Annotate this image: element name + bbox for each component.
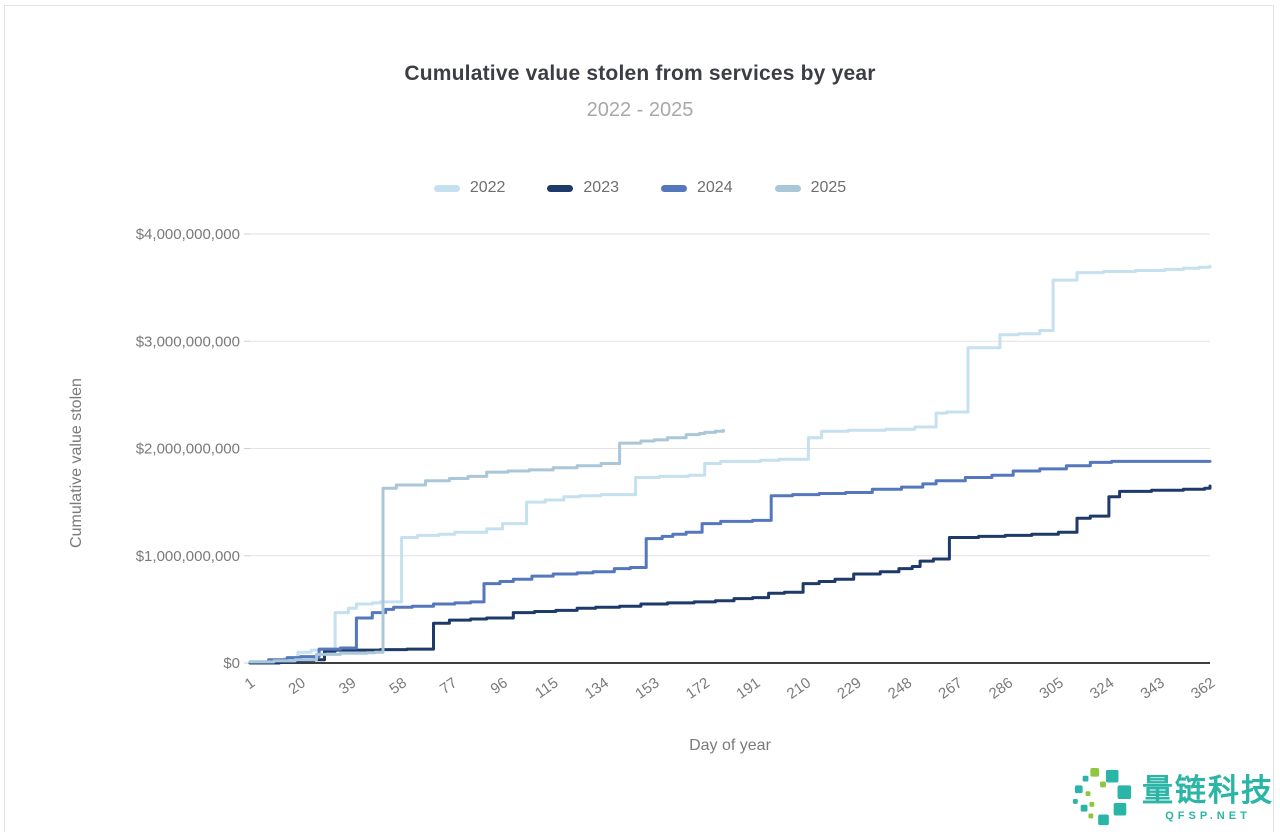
- chart-title: Cumulative value stolen from services by…: [404, 62, 876, 85]
- x-tick-label: 39: [336, 674, 359, 697]
- chart-subtitle: 2022 - 2025: [586, 99, 694, 121]
- legend-label: 2024: [697, 179, 733, 196]
- series-line-2022[interactable]: [248, 264, 1212, 665]
- x-tick-label: 229: [834, 674, 864, 702]
- x-tick-label: 286: [986, 674, 1016, 702]
- x-tick-label: 20: [285, 674, 308, 697]
- legend-item-2022[interactable]: 2022: [433, 179, 506, 197]
- x-tick-label: 58: [386, 674, 409, 697]
- legend-item-2024[interactable]: 2024: [661, 179, 733, 197]
- legend-swatch-2025: [774, 184, 801, 192]
- legend: 2022 2023 2024 2025: [0, 179, 1280, 197]
- legend-label: 2023: [583, 179, 619, 196]
- y-tick-label: $4,000,000,000: [136, 226, 240, 243]
- legend-item-2023[interactable]: 2023: [547, 179, 619, 197]
- watermark: 量链科技 QFSP.NET: [1071, 766, 1274, 830]
- x-tick-label: 191: [733, 674, 763, 702]
- legend-swatch-2023: [547, 184, 574, 192]
- x-tick-label: 134: [582, 674, 612, 702]
- x-tick-label: 267: [935, 674, 965, 702]
- brand-logo-icon: [1072, 767, 1132, 826]
- x-tick-label: 96: [488, 674, 511, 697]
- series-line-2025[interactable]: [248, 428, 725, 664]
- legend-label: 2025: [810, 179, 847, 196]
- y-axis-title: Cumulative value stolen: [68, 378, 85, 548]
- y-tick-label: $3,000,000,000: [136, 333, 240, 350]
- legend-item-2025[interactable]: 2025: [774, 179, 847, 197]
- legend-swatch-2022: [433, 184, 460, 192]
- x-tick-label: 153: [632, 674, 662, 702]
- x-tick-label: 248: [885, 674, 915, 702]
- x-tick-label: 210: [784, 674, 814, 702]
- y-tick-label: $0: [223, 655, 240, 672]
- series-line-2024[interactable]: [248, 459, 1212, 664]
- series-line-2023[interactable]: [248, 484, 1212, 665]
- x-tick-label: 343: [1138, 674, 1168, 702]
- x-tick-label: 172: [683, 674, 713, 702]
- x-axis-title: Day of year: [689, 737, 771, 754]
- x-tick-label: 115: [532, 674, 561, 702]
- x-tick-label: 305: [1036, 674, 1066, 702]
- legend-swatch-2024: [661, 184, 687, 192]
- y-tick-label: $2,000,000,000: [136, 441, 240, 458]
- brand-name: 量链科技: [1142, 773, 1274, 809]
- y-tick-label: $1,000,000,000: [136, 548, 240, 565]
- x-tick-label: 362: [1188, 674, 1218, 702]
- x-tick-label: 77: [437, 674, 460, 697]
- brand-url: QFSP.NET: [1165, 809, 1251, 822]
- x-tick-label: 1: [242, 674, 259, 693]
- legend-label: 2022: [469, 179, 506, 196]
- x-tick-label: 324: [1087, 674, 1117, 702]
- watermark-text: 量链科技 QFSP.NET: [1142, 773, 1274, 822]
